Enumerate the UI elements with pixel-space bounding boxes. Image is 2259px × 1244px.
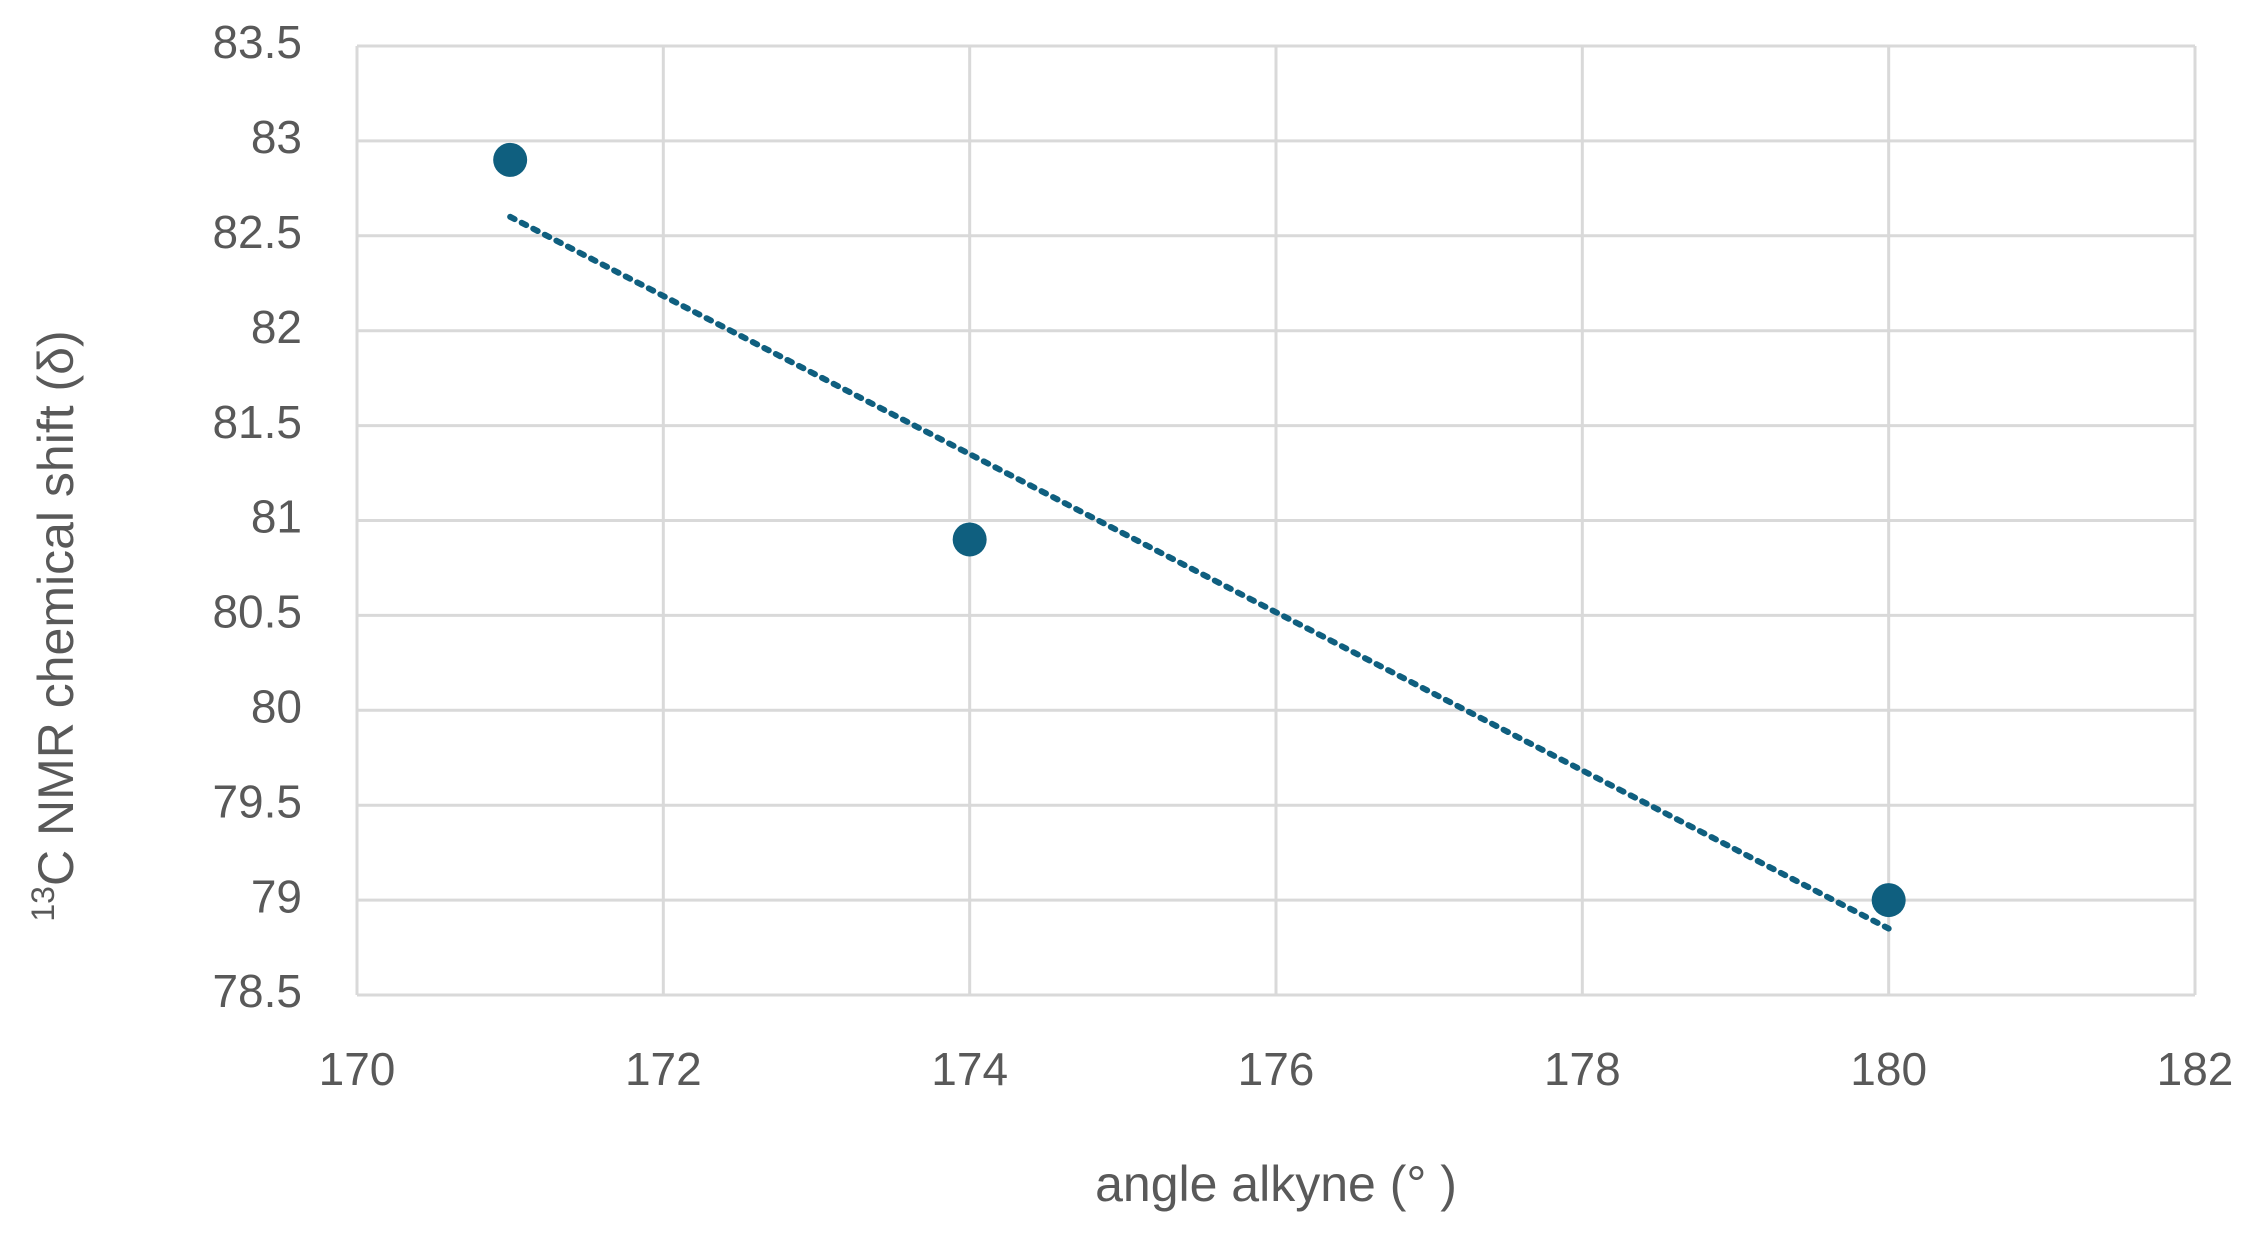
y-axis-label-superscript: 13 — [25, 886, 61, 922]
y-tick-label: 80.5 — [212, 586, 302, 638]
y-tick-label: 81 — [251, 491, 302, 543]
trendline — [507, 213, 1892, 932]
x-tick-label: 174 — [931, 1043, 1008, 1095]
y-tick-label: 82 — [251, 301, 302, 353]
x-tick-label: 178 — [1544, 1043, 1621, 1095]
x-axis-label: angle alkyne (° ) — [1095, 1156, 1457, 1212]
x-tick-label: 180 — [1850, 1043, 1927, 1095]
y-tick-label: 82.5 — [212, 206, 302, 258]
y-axis-label-text: C NMR chemical shift (δ) — [28, 330, 84, 886]
y-tick-label: 79 — [251, 870, 302, 922]
x-tick-label: 182 — [2157, 1043, 2234, 1095]
y-tick-label: 79.5 — [212, 775, 302, 827]
data-point — [952, 522, 987, 557]
y-tick-label: 78.5 — [212, 965, 302, 1017]
y-axis-label: 13C NMR chemical shift (δ) — [25, 330, 84, 921]
data-point — [493, 142, 528, 177]
y-tick-label: 81.5 — [212, 396, 302, 448]
y-tick-label: 83.5 — [212, 16, 302, 68]
x-tick-label: 172 — [625, 1043, 702, 1095]
x-tick-label: 170 — [319, 1043, 396, 1095]
x-tick-label: 176 — [1238, 1043, 1315, 1095]
y-tick-label: 83 — [251, 111, 302, 163]
data-point — [1871, 883, 1906, 918]
y-tick-label: 80 — [251, 680, 302, 732]
